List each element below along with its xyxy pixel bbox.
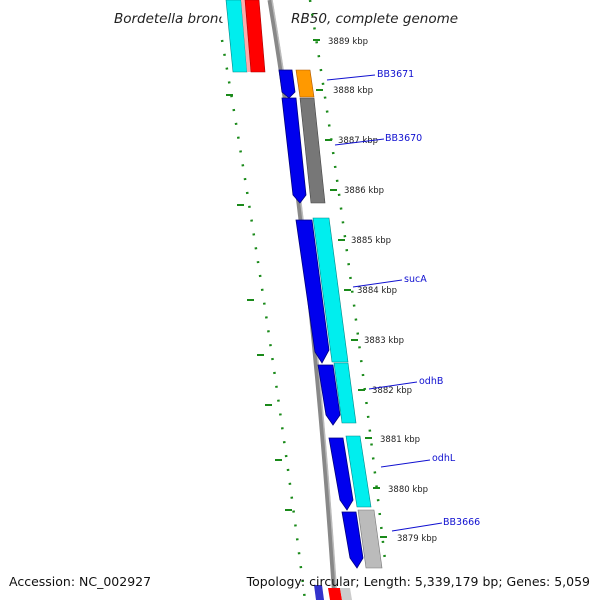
gene-label-bb3671[interactable]: BB3671 — [377, 69, 414, 80]
gene-bb3666 — [357, 509, 383, 569]
gene-label-odhL[interactable]: odhL — [432, 453, 456, 464]
cds-arrow — [278, 69, 296, 99]
gene-odhL — [345, 435, 372, 508]
gene-bottom-blue — [314, 585, 324, 600]
tick-label: 3889 kbp — [328, 37, 368, 47]
cds-arrow — [328, 437, 354, 511]
gene-label-odhB[interactable]: odhB — [419, 376, 443, 387]
tick-label: 3882 kbp — [372, 386, 412, 396]
tick-label: 3883 kbp — [364, 336, 404, 346]
gene-label-bb3666[interactable]: BB3666 — [443, 517, 480, 528]
tick-label: 3884 kbp — [357, 286, 397, 296]
gene-label-sucA[interactable]: sucA — [404, 274, 427, 285]
tick-label: 3887 kbp — [338, 136, 378, 146]
cds-arrow — [341, 511, 364, 569]
gene-bb3670 — [299, 97, 326, 204]
top-genes — [225, 0, 266, 73]
gene-bottom-gray — [340, 588, 352, 600]
tick-label: 3885 kbp — [351, 236, 391, 246]
gene-odhB — [333, 362, 357, 424]
cds-arrow — [281, 97, 307, 204]
tick-label: 3880 kbp — [388, 485, 428, 495]
ruler-major-ticks — [226, 39, 387, 538]
label-connectors — [326, 74, 443, 532]
tick-label: 3886 kbp — [344, 186, 384, 196]
gene-feature-track — [295, 69, 383, 569]
gene-sucA — [312, 217, 349, 363]
gene-top-pink — [241, 0, 251, 72]
tick-label: 3888 kbp — [333, 86, 373, 96]
cds-arrow — [317, 364, 341, 426]
bottom-genes — [314, 585, 352, 600]
accession-label: Accession: NC_002927 — [9, 574, 151, 589]
gene-label-bb3670[interactable]: BB3670 — [385, 133, 422, 144]
ruler-line-inner — [308, 0, 387, 561]
tick-label: 3881 kbp — [380, 435, 420, 445]
topology-label: Topology: circular; Length: 5,339,179 bp… — [246, 574, 590, 589]
tick-label: 3879 kbp — [397, 534, 437, 544]
cds-arrow — [295, 219, 330, 364]
gene-top-red — [244, 0, 266, 73]
forward-cds-track — [278, 69, 364, 569]
gene-bottom-red — [328, 588, 342, 600]
gene-bb3671 — [295, 69, 315, 98]
